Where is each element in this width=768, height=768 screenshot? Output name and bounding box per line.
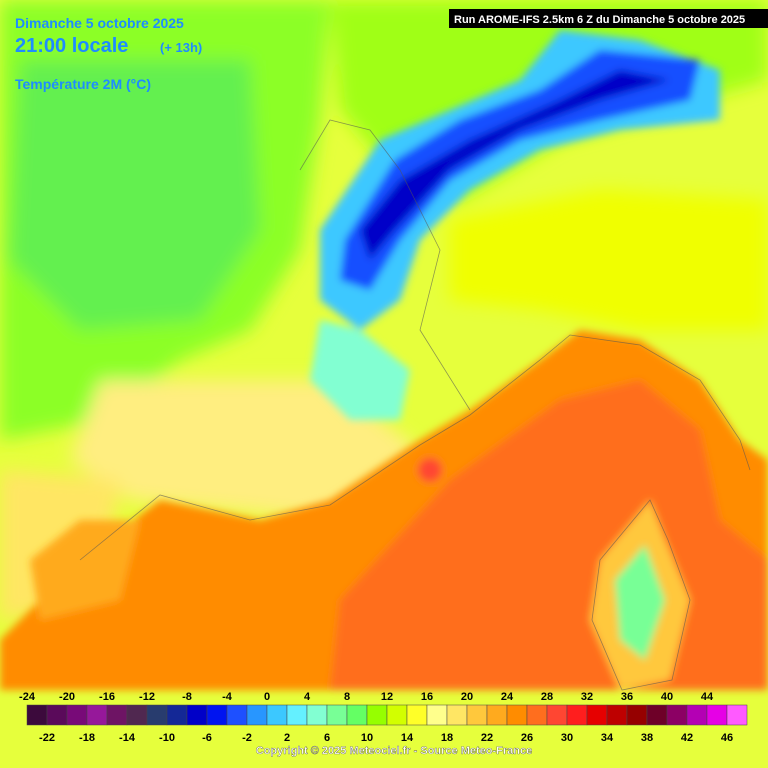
legend-label: 2 [284, 732, 290, 744]
legend-swatch [666, 704, 688, 726]
legend-label: 28 [541, 691, 553, 703]
legend-swatch [66, 704, 88, 726]
legend-swatch [406, 704, 428, 726]
legend-label: 44 [701, 691, 714, 703]
legend-swatch [306, 704, 328, 726]
variable: Température 2M (°C) [15, 76, 151, 92]
legend-label: 26 [521, 732, 533, 744]
legend-label: -16 [99, 691, 115, 703]
legend-swatch [146, 704, 168, 726]
legend-swatch [486, 704, 508, 726]
legend-swatch [626, 704, 648, 726]
legend-label: -24 [19, 691, 36, 703]
run-box [449, 9, 768, 28]
legend-swatch [26, 704, 48, 726]
legend-swatch [706, 704, 728, 726]
legend-label: -18 [79, 732, 95, 744]
legend-label: 16 [421, 691, 433, 703]
legend-label: -2 [242, 732, 252, 744]
legend-label: -10 [159, 732, 175, 744]
legend-label: 4 [304, 691, 311, 703]
time: 21:00 locale [15, 35, 128, 57]
legend-swatch [566, 704, 588, 726]
header: Dimanche 5 octobre 2025 21:00 locale (+ … [15, 9, 768, 92]
legend-label: 34 [601, 732, 614, 744]
legend-label: 22 [481, 732, 493, 744]
legend-label: 32 [581, 691, 593, 703]
legend-label: 20 [461, 691, 473, 703]
legend-swatch [226, 704, 248, 726]
legend-label: -20 [59, 691, 75, 703]
legend-label: 30 [561, 732, 573, 744]
date: Dimanche 5 octobre 2025 [15, 15, 184, 31]
legend-swatch [546, 704, 568, 726]
legend: -24-22-20-18-16-14-12-10-8-6-4-202468101… [19, 691, 748, 744]
legend-label: 6 [324, 732, 330, 744]
legend-swatch [266, 704, 288, 726]
legend-swatch [206, 704, 228, 726]
legend-label: 8 [344, 691, 350, 703]
legend-label: -6 [202, 732, 212, 744]
legend-label: 14 [401, 732, 414, 744]
legend-swatch [346, 704, 368, 726]
legend-swatch [446, 704, 468, 726]
legend-label: -22 [39, 732, 55, 744]
legend-label: -4 [222, 691, 233, 703]
copyright: Copyright © 2025 Meteociel.fr - Source M… [256, 745, 532, 757]
legend-swatch [326, 704, 348, 726]
legend-swatch [386, 704, 408, 726]
legend-swatch [506, 704, 528, 726]
legend-label: 40 [661, 691, 673, 703]
legend-label: -14 [119, 732, 136, 744]
legend-label: 24 [501, 691, 514, 703]
legend-swatch [526, 704, 548, 726]
legend-label: 18 [441, 732, 453, 744]
legend-swatch [126, 704, 148, 726]
legend-swatch [726, 704, 748, 726]
legend-swatch [86, 704, 108, 726]
legend-label: 42 [681, 732, 693, 744]
legend-swatch [646, 704, 668, 726]
legend-label: 0 [264, 691, 270, 703]
legend-swatch [106, 704, 128, 726]
legend-swatch [186, 704, 208, 726]
legend-swatch [286, 704, 308, 726]
legend-swatch [606, 704, 628, 726]
legend-swatch [586, 704, 608, 726]
legend-label: 36 [621, 691, 633, 703]
legend-label: -8 [182, 691, 192, 703]
run-info: Run AROME-IFS 2.5km 6 Z du Dimanche 5 oc… [454, 14, 745, 26]
legend-swatch [246, 704, 268, 726]
offset: (+ 13h) [160, 40, 202, 55]
legend-label: 12 [381, 691, 393, 703]
legend-label: -12 [139, 691, 155, 703]
legend-label: 38 [641, 732, 653, 744]
legend-label: 46 [721, 732, 733, 744]
legend-label: 10 [361, 732, 373, 744]
legend-swatch [426, 704, 448, 726]
legend-swatch [166, 704, 188, 726]
legend-swatch [466, 704, 488, 726]
legend-swatch [686, 704, 708, 726]
legend-swatch [366, 704, 388, 726]
legend-swatch [46, 704, 68, 726]
